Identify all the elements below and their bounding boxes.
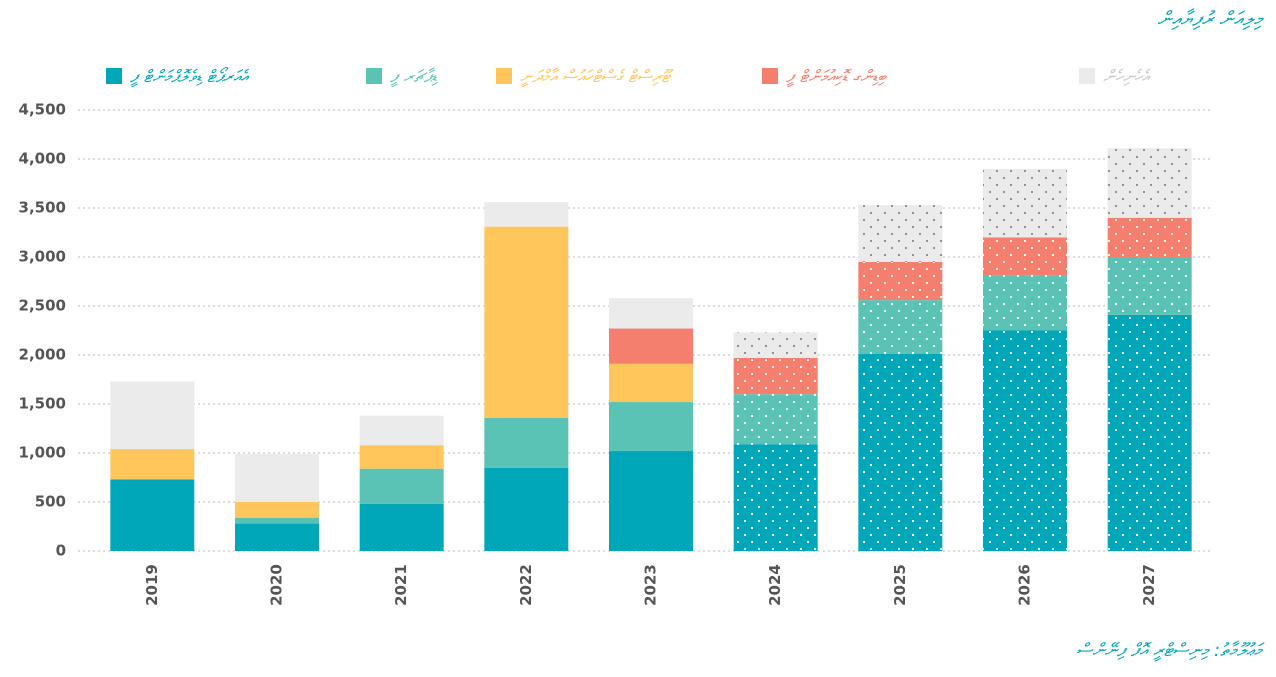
legend-label: ބިޑިންގ ޑޮކިއުމަންޓް ފީ (786, 67, 888, 88)
y-tick-label: 500 (35, 493, 66, 511)
bar-segment (1107, 217, 1192, 257)
x-tick-label: 2027 (1140, 564, 1158, 606)
legend-swatch (106, 68, 122, 84)
x-tick-label: 2020 (268, 564, 286, 606)
x-tick-label: 2022 (517, 564, 535, 606)
bar-segment (733, 394, 818, 445)
legend-label: ޓޫރިސްޓް ގެސްޓްހައުސް އާމްދަނީ (520, 67, 674, 88)
legend-swatch (762, 68, 778, 84)
bar-segment (1107, 257, 1192, 315)
bar-segment (1107, 148, 1192, 218)
legend-swatch (496, 68, 512, 84)
x-tick-label: 2024 (766, 564, 784, 606)
bar-segment (359, 468, 444, 504)
y-tick-label: 1,500 (19, 395, 66, 413)
x-tick-label: 2019 (143, 564, 161, 606)
bar-segment (983, 275, 1067, 331)
bar-segment (858, 261, 943, 301)
bar-segment (733, 332, 818, 358)
y-tick-label: 4,500 (19, 101, 66, 119)
y-tick-label: 3,500 (19, 199, 66, 217)
y-tick-label: 0 (56, 542, 66, 560)
bar-segment (983, 168, 1067, 238)
source-note: މަޢުލޫމާތު: މިނިސްޓްރީ އޮފް ފިނޭންސް (1076, 640, 1265, 662)
legend-swatch (366, 68, 382, 84)
x-tick-label: 2023 (642, 564, 660, 606)
bar-segment (235, 517, 319, 524)
bar-segment (235, 453, 319, 502)
bar-segment (983, 330, 1067, 551)
bar-segment (484, 202, 569, 227)
y-tick-label: 1,000 (19, 444, 66, 462)
bar-segment (733, 444, 818, 551)
bar-segment (609, 363, 693, 403)
legend-swatch (1079, 68, 1095, 84)
bar-segment (235, 502, 319, 518)
x-tick-label: 2026 (1016, 564, 1034, 606)
bar-segment (609, 402, 693, 452)
y-tick-label: 3,000 (19, 248, 66, 266)
bar-segment (359, 415, 444, 446)
bar-segment (235, 523, 319, 551)
y-tick-label: 4,000 (19, 150, 66, 168)
bar-segment (609, 298, 693, 329)
legend-label: އެއަރޕޯޓް ޑިވެލޮޕްމަންޓް ފީ (130, 66, 250, 88)
bar-segment (609, 328, 693, 364)
legend-label: ޑިޕާޗަރ ފީ (390, 67, 438, 88)
bar-segment (609, 451, 693, 551)
bar-segment (1107, 314, 1192, 551)
bar-segment (858, 300, 943, 355)
bar-segment (983, 237, 1067, 276)
legend-label: އެހެނިހެން (1103, 67, 1151, 87)
bar-segment (110, 479, 195, 551)
bar-segment (359, 445, 444, 469)
y-tick-label: 2,500 (19, 297, 66, 315)
bar-segment (733, 357, 818, 395)
bar-segment (484, 417, 569, 468)
x-tick-label: 2021 (392, 564, 410, 606)
bar-segment (110, 381, 195, 450)
bar-segment (484, 467, 569, 551)
bar-segment (484, 226, 569, 418)
chart-title: މިލިއަން ރުފިޔާއިން (1157, 7, 1264, 31)
bar-segment (110, 449, 195, 480)
bar-segment (858, 205, 943, 262)
x-tick-label: 2025 (891, 564, 909, 606)
bar-segment (858, 354, 943, 551)
y-tick-label: 2,000 (19, 346, 66, 364)
bar-segment (359, 503, 444, 551)
